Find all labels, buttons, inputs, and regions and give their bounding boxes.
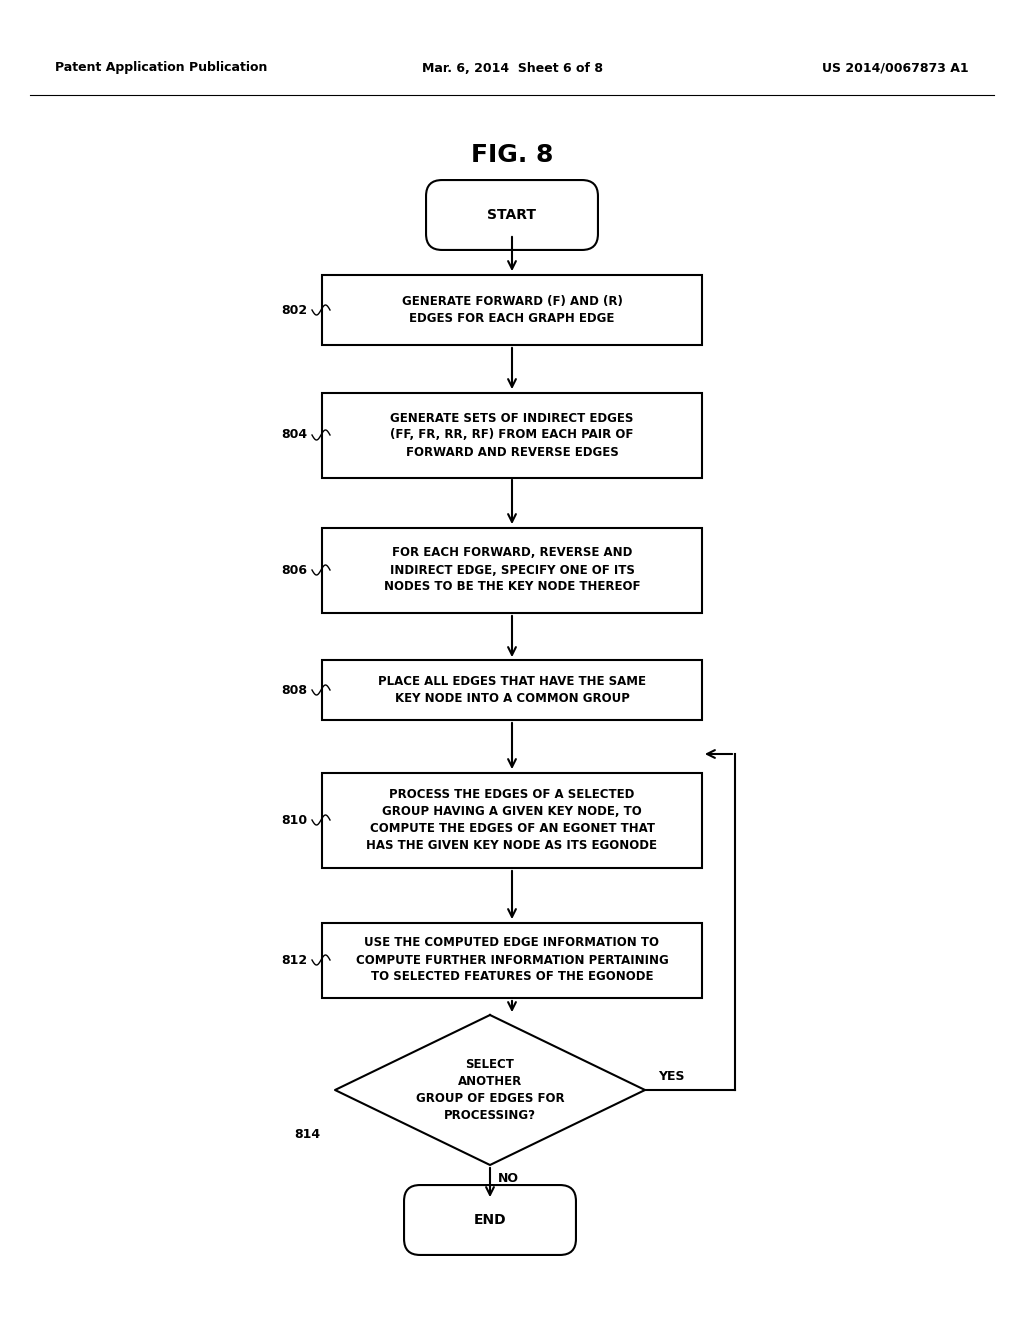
Text: GENERATE FORWARD (F) AND (R)
EDGES FOR EACH GRAPH EDGE: GENERATE FORWARD (F) AND (R) EDGES FOR E… [401,294,623,325]
FancyBboxPatch shape [426,180,598,249]
Text: NO: NO [498,1172,519,1184]
Text: 812: 812 [281,953,307,966]
Text: USE THE COMPUTED EDGE INFORMATION TO
COMPUTE FURTHER INFORMATION PERTAINING
TO S: USE THE COMPUTED EDGE INFORMATION TO COM… [355,936,669,983]
Text: YES: YES [658,1071,684,1082]
Text: FOR EACH FORWARD, REVERSE AND
INDIRECT EDGE, SPECIFY ONE OF ITS
NODES TO BE THE : FOR EACH FORWARD, REVERSE AND INDIRECT E… [384,546,640,594]
Bar [322,923,702,998]
Text: 814: 814 [294,1129,319,1142]
Text: FIG. 8: FIG. 8 [471,143,553,168]
Bar [322,772,702,867]
Text: Patent Application Publication: Patent Application Publication [55,62,267,74]
Text: 802: 802 [281,304,307,317]
Text: Mar. 6, 2014  Sheet 6 of 8: Mar. 6, 2014 Sheet 6 of 8 [422,62,602,74]
Text: PLACE ALL EDGES THAT HAVE THE SAME
KEY NODE INTO A COMMON GROUP: PLACE ALL EDGES THAT HAVE THE SAME KEY N… [378,675,646,705]
Text: GENERATE SETS OF INDIRECT EDGES
(FF, FR, RR, RF) FROM EACH PAIR OF
FORWARD AND R: GENERATE SETS OF INDIRECT EDGES (FF, FR,… [390,412,634,458]
FancyBboxPatch shape [404,1185,575,1255]
Text: PROCESS THE EDGES OF A SELECTED
GROUP HAVING A GIVEN KEY NODE, TO
COMPUTE THE ED: PROCESS THE EDGES OF A SELECTED GROUP HA… [367,788,657,851]
Text: 808: 808 [281,684,307,697]
Bar [322,392,702,478]
Text: 804: 804 [281,429,307,441]
Text: 810: 810 [281,813,307,826]
Text: US 2014/0067873 A1: US 2014/0067873 A1 [822,62,969,74]
Bar [322,275,702,345]
Text: SELECT
ANOTHER
GROUP OF EDGES FOR
PROCESSING?: SELECT ANOTHER GROUP OF EDGES FOR PROCES… [416,1059,564,1122]
Bar [322,528,702,612]
Text: 806: 806 [281,564,307,577]
Bar [322,660,702,719]
Text: START: START [487,209,537,222]
Text: END: END [474,1213,506,1228]
